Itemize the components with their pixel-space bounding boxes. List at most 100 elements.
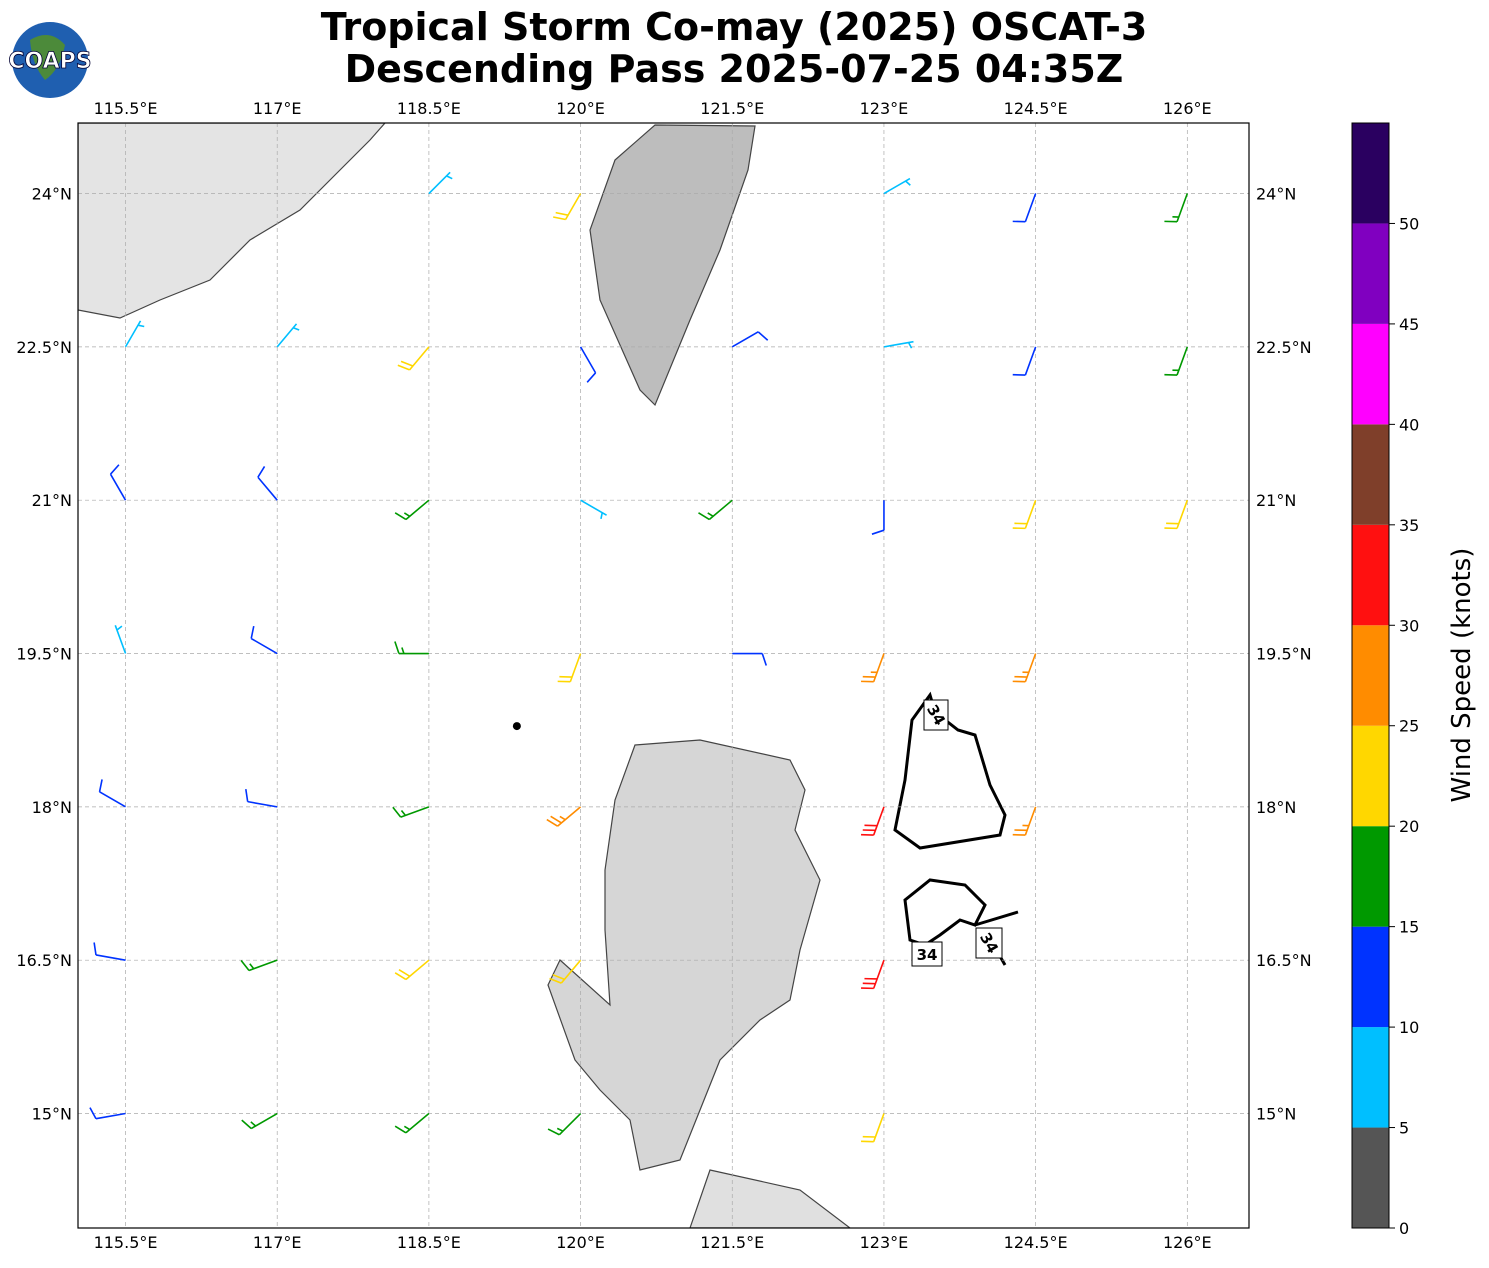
colorbar-bin xyxy=(1352,424,1389,525)
title: Descending Pass 2025-07-25 04:35Z xyxy=(345,47,1124,91)
lon-tick-label: 124.5°E xyxy=(1004,99,1068,118)
wind-barb xyxy=(394,499,430,521)
wind-barb xyxy=(394,641,429,655)
wind-barb xyxy=(93,942,126,961)
lat-tick-label: 22.5°N xyxy=(16,338,72,357)
wind-barb xyxy=(245,789,278,808)
island xyxy=(689,1169,851,1228)
colorbar-bin xyxy=(1352,926,1389,1028)
wind-barb xyxy=(114,625,127,654)
wind-barb xyxy=(257,466,278,501)
wind-barb xyxy=(250,625,278,655)
wind-barb xyxy=(731,331,769,348)
contour-label: 34 xyxy=(917,946,938,964)
colorbar-bin xyxy=(1352,1027,1389,1128)
storm-center xyxy=(512,722,521,731)
lon-tick-label: 126°E xyxy=(1163,99,1212,118)
lon-tick-label: 115.5°E xyxy=(94,99,158,118)
china-coast xyxy=(78,123,386,319)
colorbar-bin xyxy=(1352,323,1389,425)
wind-barb xyxy=(732,652,768,666)
lon-tick-label: 118.5°E xyxy=(397,99,461,118)
wind-barb xyxy=(883,177,911,195)
wind-barb xyxy=(861,959,885,990)
wind-barb xyxy=(1012,346,1037,376)
colorbar-tick-label: 50 xyxy=(1399,214,1419,233)
taiwan xyxy=(589,124,756,407)
wind-barb xyxy=(1012,499,1037,530)
contour-34 xyxy=(903,878,1019,947)
colorbar-bin xyxy=(1352,1127,1389,1228)
wind-barb xyxy=(579,346,597,383)
wind-barb xyxy=(861,653,885,683)
lat-tick-label: 15°N xyxy=(1256,1105,1296,1124)
wind-barb xyxy=(1012,653,1037,683)
lat-tick-label: 18°N xyxy=(1256,798,1296,817)
wind-barb xyxy=(1012,806,1037,836)
lat-tick-label: 16.5°N xyxy=(1256,951,1312,970)
wind-barb xyxy=(549,959,582,984)
wind-barb xyxy=(698,499,733,521)
wind-barb xyxy=(124,320,145,348)
map-area xyxy=(78,123,1249,1228)
colorbar-bin xyxy=(1352,123,1389,224)
map-frame xyxy=(77,122,1250,1229)
colorbar-tick-label: 15 xyxy=(1399,918,1419,937)
colorbar-tick-label: 0 xyxy=(1399,1219,1409,1238)
wind-barb xyxy=(580,499,607,520)
wind-barb xyxy=(883,340,914,349)
wind-barb xyxy=(98,779,126,808)
lon-tick-label: 123°E xyxy=(860,99,909,118)
colorbar-bin xyxy=(1352,725,1389,827)
lon-tick-label: 123°E xyxy=(860,1233,909,1252)
wind-barb xyxy=(557,653,582,683)
wind-barb xyxy=(276,323,300,348)
wind-barb xyxy=(392,806,430,818)
colorbar-tick-label: 35 xyxy=(1399,516,1419,535)
colorbar-tick-label: 30 xyxy=(1399,616,1419,635)
colorbar-bin xyxy=(1352,524,1389,626)
wind-barb xyxy=(861,806,885,836)
wind-barb xyxy=(89,1107,126,1120)
colorbar-tick-label: 40 xyxy=(1399,415,1419,434)
lon-tick-label: 121.5°E xyxy=(700,1233,764,1252)
wind-barb xyxy=(871,500,885,535)
lat-tick-label: 18°N xyxy=(32,798,72,817)
lon-tick-label: 120°E xyxy=(556,99,605,118)
lon-tick-label: 126°E xyxy=(1163,1233,1212,1252)
lat-tick-label: 22.5°N xyxy=(1256,338,1312,357)
wind-barb xyxy=(397,346,430,371)
wind-barb xyxy=(1164,346,1189,376)
lon-tick-label: 120°E xyxy=(556,1233,605,1252)
lon-tick-label: 118.5°E xyxy=(397,1233,461,1252)
wind-barb xyxy=(1012,193,1037,223)
wind-barb xyxy=(1164,193,1189,223)
lat-tick-label: 15°N xyxy=(32,1105,72,1124)
logo-land xyxy=(30,35,65,80)
wind-barb xyxy=(861,1113,885,1143)
lon-tick-label: 124.5°E xyxy=(1004,1233,1068,1252)
lat-tick-label: 16.5°N xyxy=(16,951,72,970)
lon-tick-label: 117°E xyxy=(253,99,302,118)
wind-barb xyxy=(546,806,582,827)
wind-barb xyxy=(240,959,278,972)
wind-barb xyxy=(109,464,127,501)
lon-tick-label: 117°E xyxy=(253,1233,302,1252)
wind-barb xyxy=(547,1112,582,1136)
wind-barb xyxy=(553,193,582,221)
wind-barb xyxy=(394,1112,430,1134)
logo-text: COAPS xyxy=(8,49,91,74)
title: Tropical Storm Co-may (2025) OSCAT-3 xyxy=(321,5,1148,49)
wind-barb xyxy=(1164,499,1189,530)
lon-tick-label: 121.5°E xyxy=(700,99,764,118)
lat-tick-label: 21°N xyxy=(32,491,72,510)
wind-barb xyxy=(394,959,430,981)
lat-tick-label: 21°N xyxy=(1256,491,1296,510)
lat-tick-label: 24°N xyxy=(32,185,72,204)
lat-tick-label: 24°N xyxy=(1256,185,1296,204)
colorbar-bin xyxy=(1352,625,1389,726)
contour-34 xyxy=(893,691,1007,850)
contour-label-box xyxy=(923,699,949,731)
colorbar-frame xyxy=(1351,122,1390,1229)
wind-barb xyxy=(428,171,453,195)
